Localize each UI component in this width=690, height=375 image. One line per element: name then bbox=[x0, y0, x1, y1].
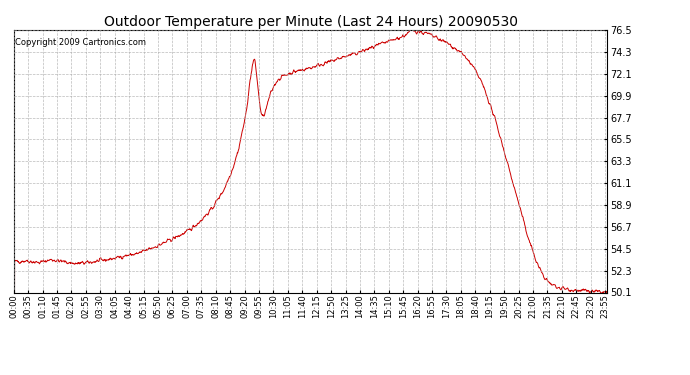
Text: Copyright 2009 Cartronics.com: Copyright 2009 Cartronics.com bbox=[15, 38, 146, 47]
Title: Outdoor Temperature per Minute (Last 24 Hours) 20090530: Outdoor Temperature per Minute (Last 24 … bbox=[104, 15, 518, 29]
